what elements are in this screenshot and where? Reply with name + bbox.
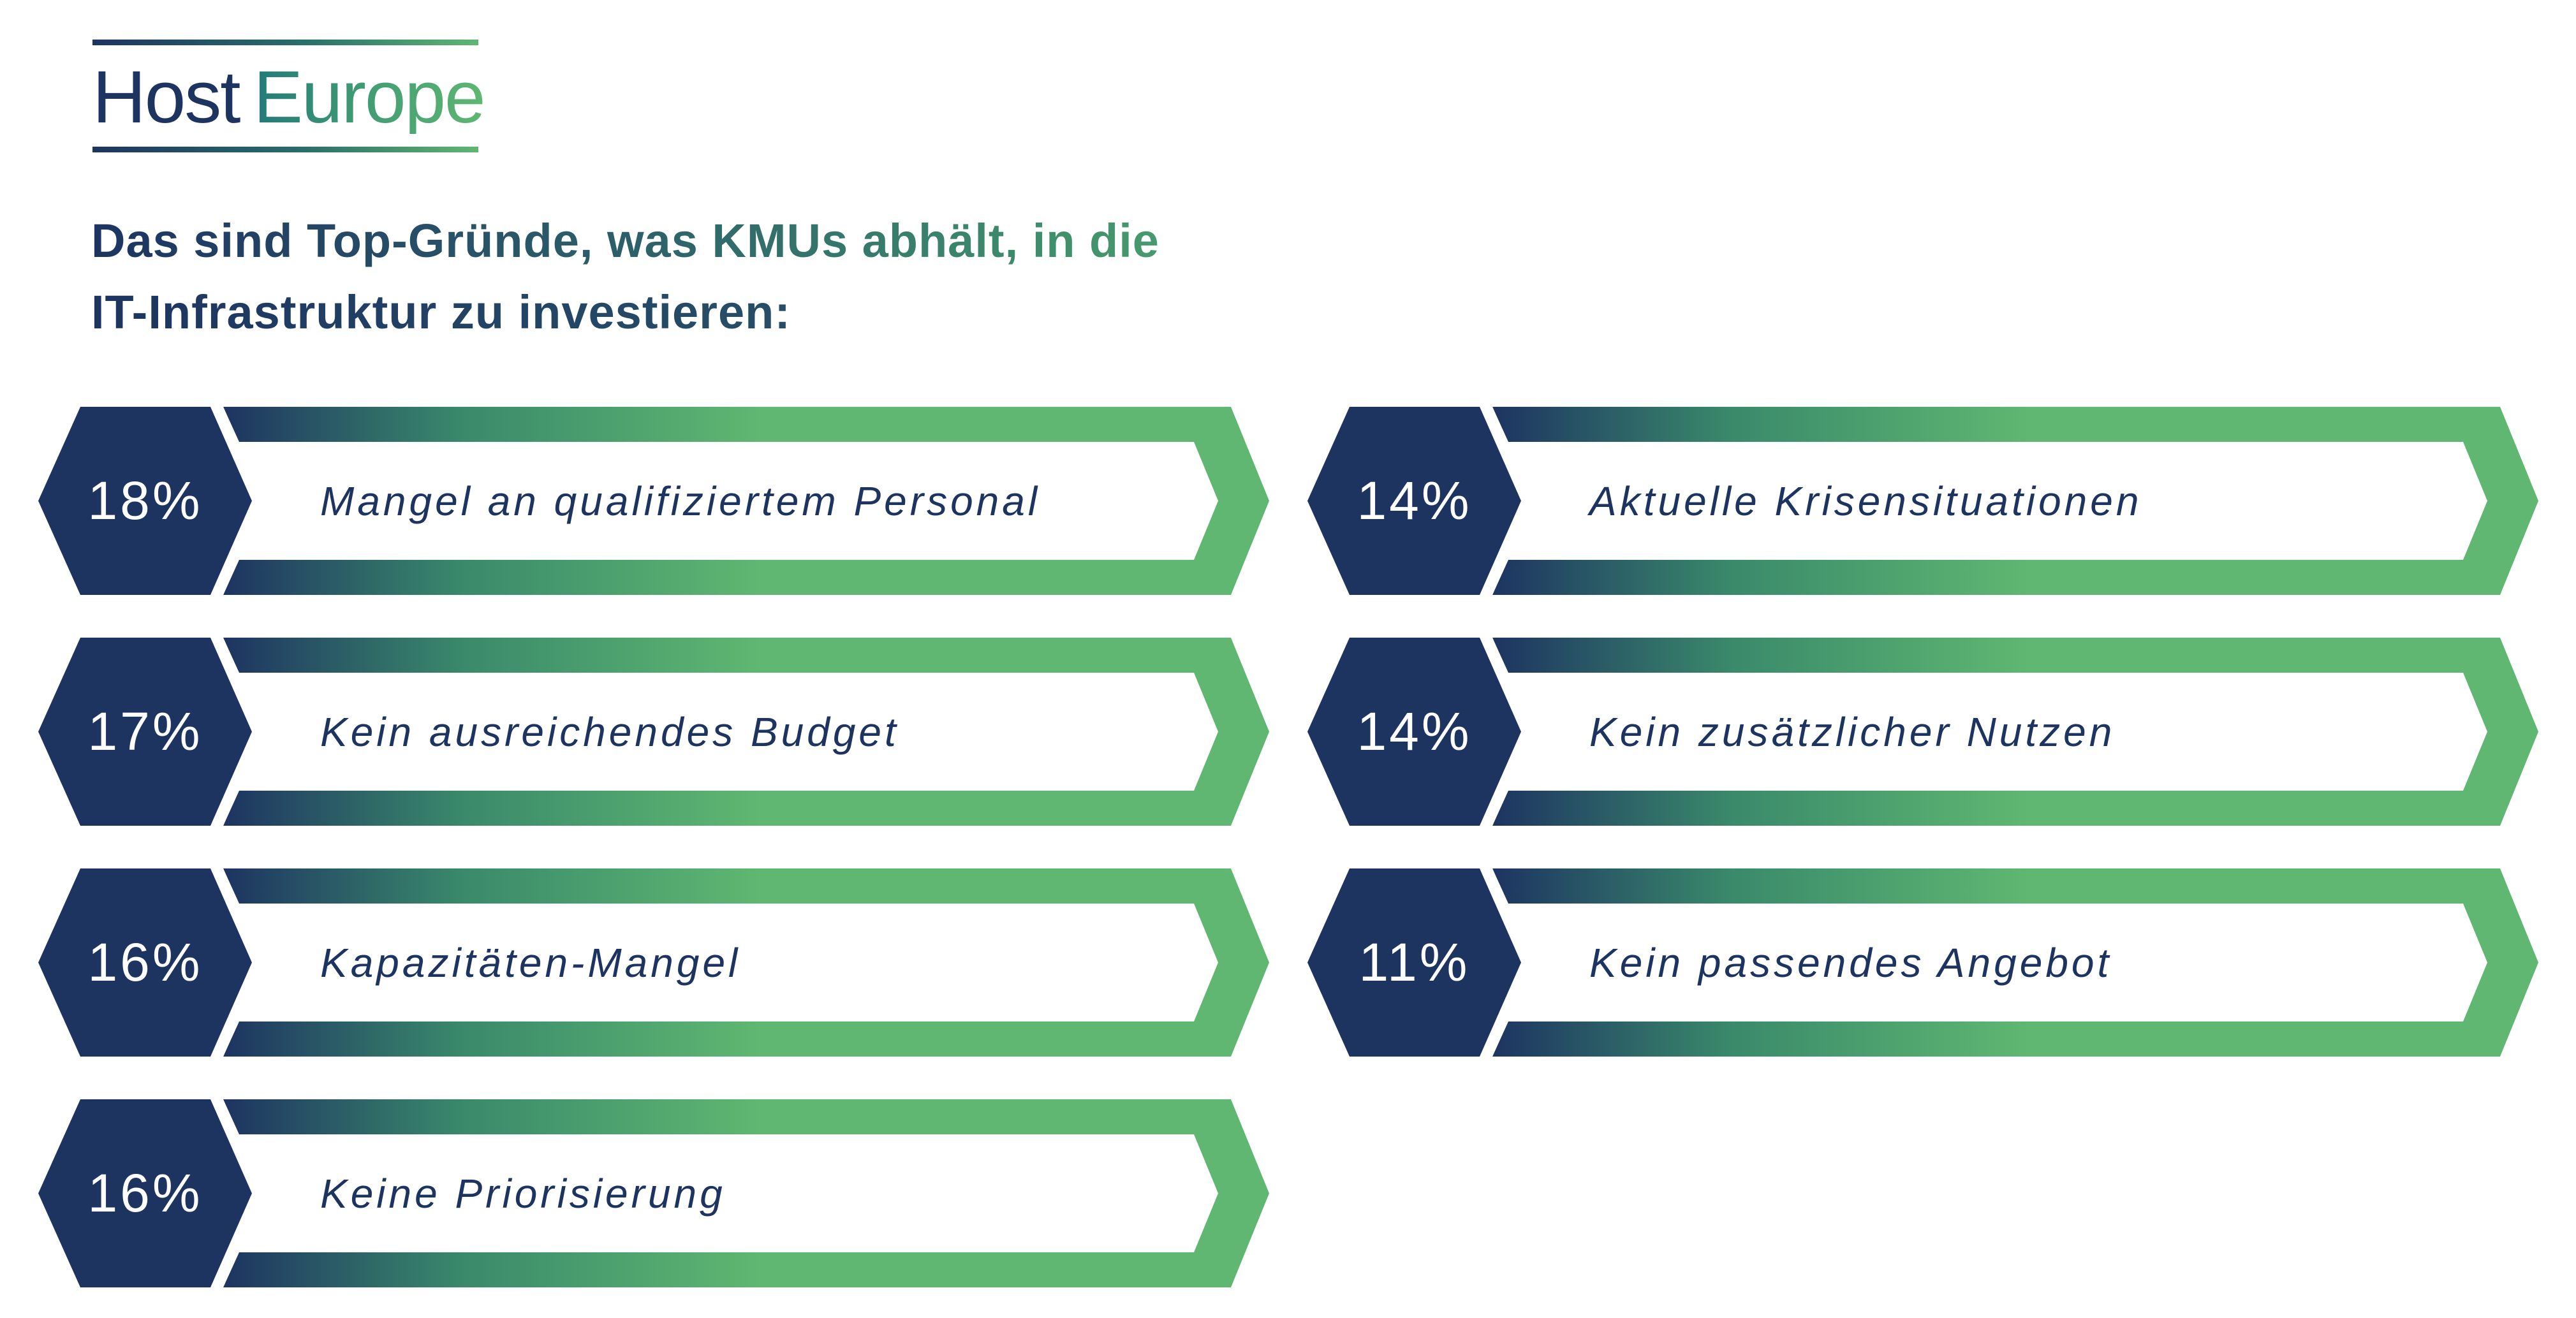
arrow-band (1492, 868, 2538, 1057)
reason-percent: 16% (87, 1163, 203, 1223)
reason-label: Kein ausreichendes Budget (320, 708, 899, 755)
reason-item: 11% Kein passendes Angebot (1302, 860, 2538, 1065)
headline-line-2: IT-Infrastruktur zu investieren: (91, 277, 1431, 348)
reason-percent: 16% (87, 932, 203, 992)
percent-hexagon (38, 638, 252, 826)
reason-percent: 11% (1358, 932, 1470, 992)
arrow-band (223, 1099, 1269, 1287)
percent-hexagon (1307, 638, 1521, 826)
reason-item: 16% Keine Priorisierung (33, 1090, 1269, 1296)
reason-item: 14% Kein zusätzlicher Nutzen (1302, 629, 2538, 835)
reason-item: 14% Aktuelle Krisensituationen (1302, 398, 2538, 604)
reason-item: 18% Mangel an qualifiziertem Personal (33, 398, 1269, 604)
reason-percent: 14% (1357, 701, 1472, 761)
reason-label: Kein passendes Angebot (1589, 939, 2112, 986)
arrow-band (223, 407, 1269, 595)
arrow-band (223, 868, 1269, 1057)
reason-frame (33, 629, 1269, 835)
arrow-band (1492, 407, 2538, 595)
percent-hexagon (38, 868, 252, 1057)
logo-wordmark: Host Europe (92, 55, 486, 138)
reason-label: Mangel an qualifiziertem Personal (320, 478, 1041, 524)
reason-frame (1302, 860, 2538, 1065)
logo-europe-text: Europe (253, 55, 486, 138)
reason-frame (33, 860, 1269, 1065)
host-europe-logo: Host Europe (92, 40, 486, 153)
reason-percent: 17% (87, 701, 203, 761)
headline-line-1: Das sind Top-Gründe, was KMUs abhält, in… (91, 205, 1431, 277)
percent-hexagon (1307, 868, 1521, 1057)
reason-label: Kapazitäten-Mangel (320, 939, 741, 986)
logo-host-text: Host (92, 55, 241, 138)
logo-bottom-rule (92, 147, 478, 152)
reason-item: 16% Kapazitäten-Mangel (33, 860, 1269, 1065)
percent-hexagon (1307, 407, 1521, 595)
arrow-band (1492, 638, 2538, 826)
reason-percent: 18% (87, 471, 203, 531)
headline: Das sind Top-Gründe, was KMUs abhält, in… (91, 205, 1431, 348)
reason-frame (1302, 398, 2538, 604)
reason-label: Aktuelle Krisensituationen (1589, 478, 2142, 524)
reason-frame (33, 398, 1269, 604)
percent-hexagon (38, 1099, 252, 1287)
reason-label: Kein zusätzlicher Nutzen (1589, 708, 2116, 755)
reason-item: 17% Kein ausreichendes Budget (33, 629, 1269, 835)
reason-percent: 14% (1357, 471, 1472, 531)
reason-label: Keine Priorisierung (320, 1170, 726, 1217)
arrow-band (223, 638, 1269, 826)
reason-frame (33, 1090, 1269, 1296)
reason-frame (1302, 629, 2538, 835)
percent-hexagon (38, 407, 252, 595)
logo-top-rule (92, 40, 478, 45)
